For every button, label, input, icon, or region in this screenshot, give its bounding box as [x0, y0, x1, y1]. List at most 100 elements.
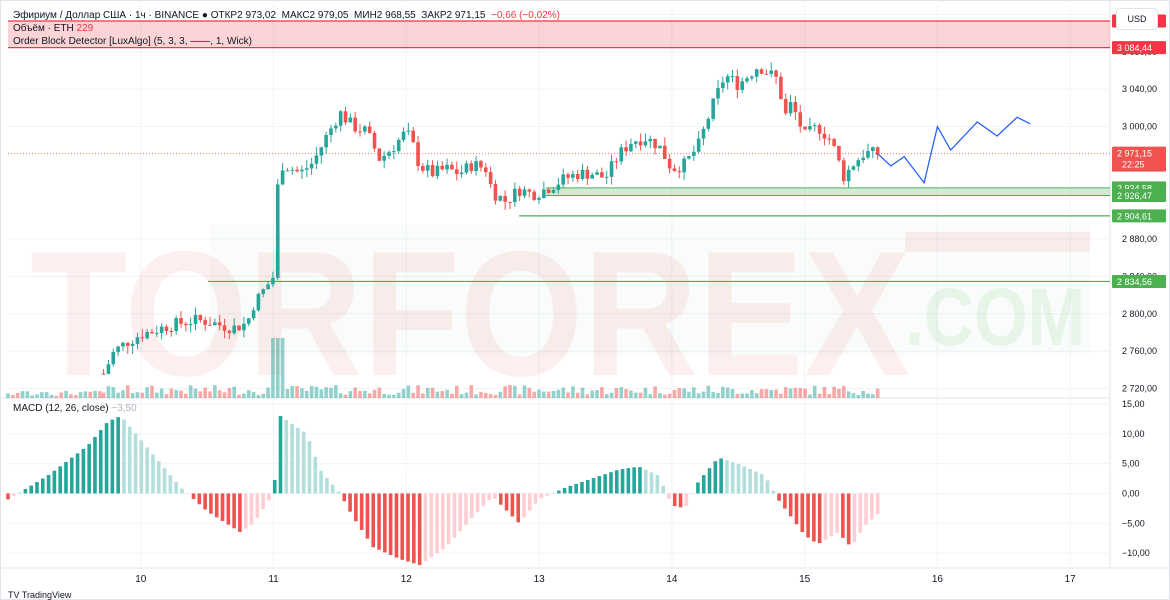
macd-bar: [255, 493, 260, 518]
y-tick-label: 2 760,00: [1122, 346, 1157, 356]
volume-bar: [421, 393, 425, 398]
volume-bar: [430, 387, 435, 398]
volume-bar: [88, 391, 93, 398]
candle-body: [343, 111, 348, 123]
candle-body: [271, 277, 275, 285]
volume-bar: [11, 394, 15, 398]
macd-bar: [754, 471, 758, 494]
volume-bar: [125, 385, 130, 398]
volume-bar: [285, 388, 290, 398]
candle-body: [575, 174, 580, 180]
macd-bar: [354, 493, 358, 522]
volume-bar: [779, 393, 783, 398]
volume-bar: [871, 394, 875, 398]
macd-tick-label: 5,00: [1122, 459, 1140, 469]
candle-body: [101, 373, 106, 375]
volume-bar: [866, 393, 870, 398]
volume-bar: [382, 393, 386, 398]
volume-bar: [851, 393, 856, 398]
macd-bar: [93, 436, 97, 494]
macd-bar: [301, 431, 306, 494]
candle-body: [629, 143, 633, 152]
volume-bar: [304, 390, 309, 398]
candle-body: [213, 322, 217, 326]
volume-bar: [609, 392, 614, 398]
candle-body: [125, 342, 130, 346]
macd-bar: [481, 493, 486, 507]
candle-body: [687, 155, 691, 159]
candle-body: [745, 78, 749, 82]
candle-body: [469, 163, 474, 171]
macd-bar: [626, 468, 631, 494]
candle-body: [827, 138, 832, 140]
forecast-line: [877, 116, 1031, 185]
volume-bar: [329, 387, 333, 398]
candle-body: [217, 322, 222, 326]
watermark-bar: [905, 232, 1090, 252]
volume-bar: [227, 388, 232, 398]
tradingview-logo: TV TradingView: [8, 590, 72, 600]
price-label: 2 934,58: [1117, 183, 1152, 193]
macd-bar: [313, 456, 318, 494]
macd-bar: [75, 453, 80, 494]
volume-bar: [479, 391, 483, 398]
volume-bar: [740, 393, 744, 398]
macd-bar: [348, 493, 352, 512]
candle-body: [537, 197, 541, 200]
candle-body: [759, 69, 764, 74]
currency-button[interactable]: USD: [1116, 8, 1158, 30]
candle-body: [851, 166, 856, 170]
macd-bar: [191, 493, 196, 500]
watermark-arrow-bg: [210, 225, 1090, 355]
candle-body: [300, 169, 304, 172]
volume-bar: [551, 390, 556, 398]
volume-bar: [338, 393, 343, 398]
candle-body: [363, 126, 367, 132]
candle-body: [788, 102, 793, 114]
volume-bar: [93, 390, 97, 398]
candle-body: [135, 337, 140, 344]
volume-bar: [83, 391, 88, 398]
volume-bar: [662, 394, 667, 398]
macd-bar: [98, 430, 103, 494]
macd-bar: [823, 493, 828, 540]
volume-bar: [334, 385, 338, 398]
macd-bar: [81, 448, 86, 494]
macd-bar: [696, 482, 700, 494]
volume-bar: [40, 392, 44, 398]
candle-body: [150, 331, 154, 334]
volume-bar: [861, 390, 865, 398]
candle-body: [798, 112, 803, 127]
candle-body: [522, 189, 527, 196]
open-value: 2 973,02: [237, 10, 277, 21]
candle-body: [392, 151, 396, 153]
candle-body: [367, 126, 372, 133]
macd-bar: [52, 470, 57, 494]
macd-bar: [771, 490, 776, 494]
macd-bar: [214, 493, 219, 518]
macd-bar: [406, 493, 410, 562]
candle-body: [662, 145, 667, 159]
candle-body: [614, 161, 619, 163]
volume-bar: [788, 388, 793, 398]
macd-bar: [777, 493, 781, 501]
candle-body: [435, 165, 440, 177]
volume-bar: [841, 385, 846, 398]
macd-bar: [197, 493, 202, 505]
volume-bar: [677, 388, 682, 398]
volume-bar: [556, 389, 561, 398]
candle-body: [285, 170, 290, 172]
candle-body: [561, 174, 565, 185]
candle-body: [425, 165, 430, 171]
volume-bar: [687, 391, 691, 398]
volume-bar: [15, 392, 20, 398]
volume-bar: [198, 391, 203, 398]
candle-body: [324, 135, 328, 148]
macd-bar: [319, 470, 323, 494]
candle-body: [532, 191, 536, 200]
volume-bar: [735, 393, 740, 398]
candle-body: [658, 145, 662, 149]
volume-bar: [643, 387, 648, 398]
macd-bar: [707, 468, 712, 494]
